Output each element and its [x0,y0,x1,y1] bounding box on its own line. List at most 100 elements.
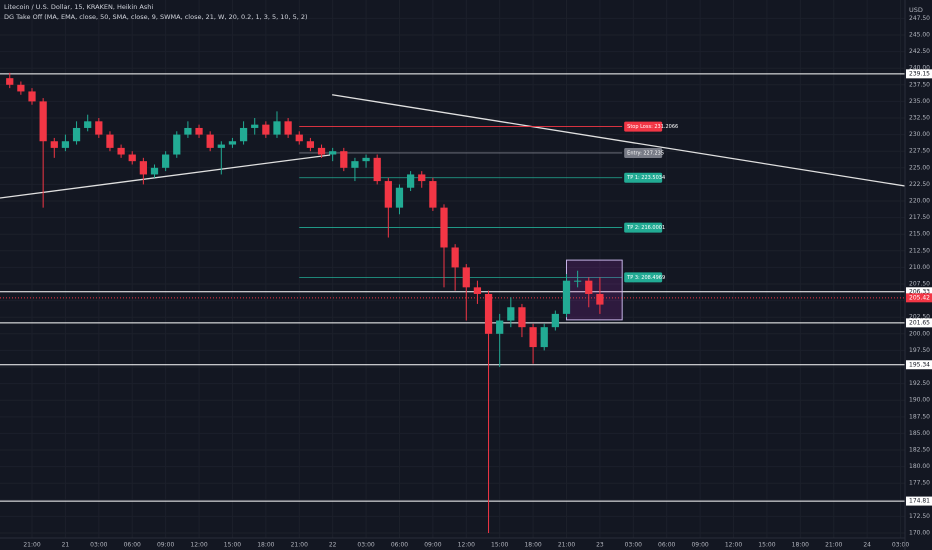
y-tick-label: 222.50 [909,181,930,188]
candle-body [173,134,181,155]
level-label-bg [906,496,932,506]
candle-body [518,307,526,328]
last-price-label: 205.42 [909,294,930,301]
candle-body [228,141,237,145]
signal-label-bg [624,121,663,132]
x-tick-label: 21:00 [558,542,575,549]
candle-body [440,207,448,248]
candle-body [206,134,214,148]
x-tick-label: 15:00 [224,542,241,549]
x-tick-label: 12:00 [725,542,742,549]
range-box [565,259,623,321]
candle-body [529,327,537,348]
level-label-bg [906,287,932,297]
candle-body [574,280,582,282]
last-price-bg [906,293,932,303]
y-tick-label: 237.50 [909,81,930,88]
candle-body [251,124,259,128]
x-tick-label: 23 [596,542,604,549]
candle-body [50,141,58,148]
level-label: 239.15 [909,70,930,77]
y-tick-label: 182.50 [909,447,930,454]
candle-body [61,141,70,148]
candle-body [39,101,47,142]
x-tick-label: 21:00 [825,542,842,549]
candle-body [317,147,326,155]
y-tick-label: 235.00 [909,98,930,105]
level-label: 206.33 [909,288,930,295]
signal-label-bg [624,172,663,183]
candle-body [429,181,437,208]
x-tick-label: 09:00 [424,542,441,549]
candle-body [150,167,159,175]
candle-body [72,127,81,142]
candle-body [162,154,170,168]
candle-body [596,293,604,305]
candle-body [496,320,504,334]
y-tick-label: 200.00 [909,330,930,337]
signal-label: Stop Loss: 231.2066 [627,124,678,130]
y-tick-label: 230.00 [909,131,930,138]
candle-body [28,91,36,102]
candle-body [139,161,147,175]
y-tick-label: 227.50 [909,148,930,155]
trend-line [332,94,906,187]
candle-body [17,84,25,92]
x-tick-label: 03:00 [357,542,374,549]
x-tick-label: 22 [329,542,337,549]
y-tick-label: 190.00 [909,397,930,404]
x-tick-label: 12:00 [190,542,207,549]
signal-label: TP 3: 208.4969 [626,275,665,281]
x-tick-label: 06:00 [658,542,675,549]
candle-body [507,307,515,321]
x-tick-label: 18:00 [524,542,541,549]
y-tick-label: 207.50 [909,281,930,288]
candle-body [562,280,571,314]
level-label: 174.81 [909,498,930,505]
indicator-title: DG Take Off (MA, EMA, close, 50, SMA, cl… [4,13,308,21]
candle-body [217,144,225,148]
y-tick-label: 177.50 [909,480,930,487]
level-label-bg [906,360,932,370]
candle-body [340,151,348,168]
x-tick-label: 03:00 [90,542,107,549]
signal-label-bg [624,272,663,283]
y-tick-label: 197.50 [909,347,930,354]
candle-body [484,293,493,334]
candle-body [418,174,426,182]
signal-label-bg [624,222,663,233]
candle-body [306,141,315,148]
candle-body [362,157,370,162]
x-tick-label: 21 [62,542,70,549]
y-tick-label: 247.50 [909,15,930,22]
x-tick-label: 09:00 [691,542,708,549]
y-tick-label: 202.50 [909,314,930,321]
x-tick-label: 21:00 [291,542,308,549]
chart-title: Litecoin / U.S. Dollar, 15, KRAKEN, Heik… [4,3,153,11]
candle-body [239,127,248,142]
signal-label: TP 2: 216.0001 [626,225,665,231]
x-tick-label: 24 [863,542,871,549]
signal-label: TP 1: 223.5034 [626,175,665,181]
y-tick-label: 232.50 [909,114,930,121]
candle-body [384,181,392,208]
candle-body [451,247,459,268]
y-tick-label: 210.00 [909,264,930,271]
x-tick-label: 21:00 [23,542,40,549]
signal-label-bg [624,147,663,158]
candle-body [195,127,203,135]
candle-body [540,327,548,348]
x-tick-label: 15:00 [758,542,775,549]
y-tick-label: 187.50 [909,413,930,420]
candle-body [585,280,593,294]
candle-body [329,151,337,155]
y-tick-label: 242.50 [909,48,930,55]
candle-body [6,78,14,85]
candle-body [273,121,281,135]
x-tick-label: 09:00 [157,542,174,549]
level-label-bg [906,318,932,328]
candle-body [406,174,415,188]
signal-label: Entry: 227.235 [627,150,664,156]
x-tick-label: 06:00 [391,542,408,549]
y-tick-label: 172.50 [909,513,930,520]
